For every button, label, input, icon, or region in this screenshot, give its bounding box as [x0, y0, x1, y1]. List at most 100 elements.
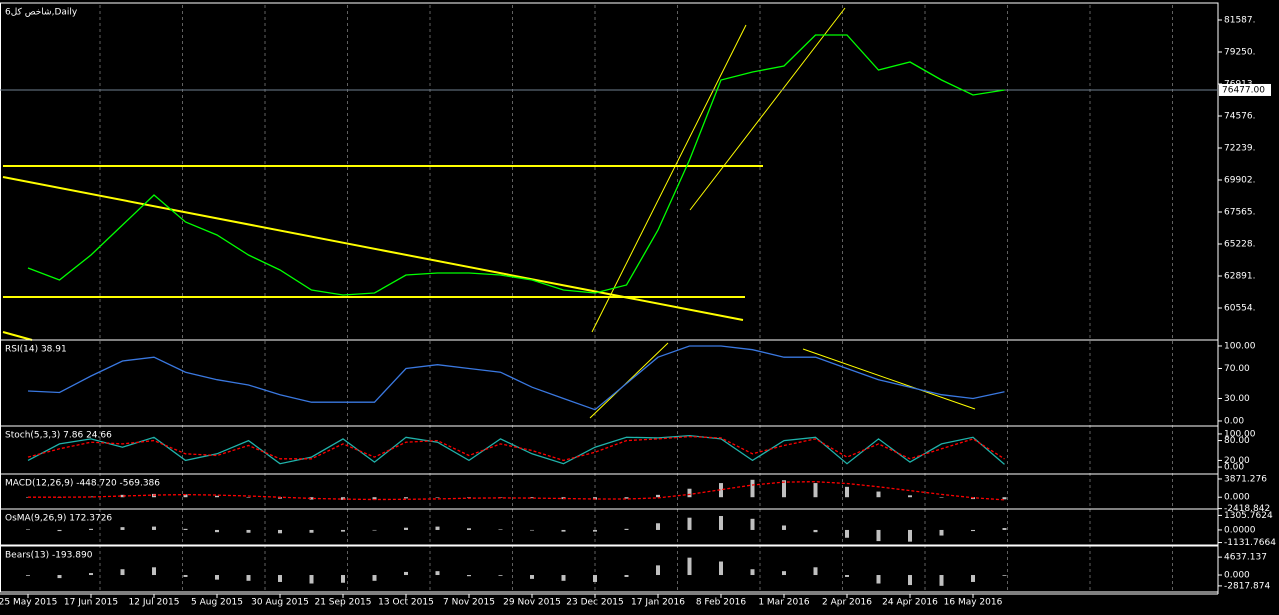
x-tick-label: 5 Aug 2015 [191, 598, 243, 608]
panel-frame [0, 508, 1219, 546]
histogram-bar [372, 497, 377, 500]
x-tick-label: 13 Oct 2015 [378, 598, 434, 608]
series-line [27, 434, 1005, 465]
trend-line [802, 348, 976, 410]
histogram-bar [971, 529, 975, 532]
x-tick-label: 17 Jun 2015 [64, 598, 118, 608]
histogram-bar [309, 529, 314, 533]
histogram-bar [120, 527, 125, 530]
histogram-bar [687, 517, 692, 530]
y-tick-label: -2817.874 [1224, 581, 1270, 591]
histogram-bar [656, 494, 660, 498]
y-tick-label: -1131.7664 [1224, 538, 1276, 548]
y-tick-label: 0.000 [1224, 571, 1250, 581]
histogram-bar [939, 497, 944, 498]
histogram-bar [467, 528, 471, 530]
panel-title: RSI(14) 38.91 [5, 345, 67, 355]
drawn-objects [589, 7, 976, 419]
y-tick-label: 100.00 [1224, 429, 1256, 439]
histogram-bar [719, 561, 723, 576]
histogram-bar [435, 526, 440, 530]
histogram-bar [687, 488, 692, 498]
histogram-bar [782, 571, 786, 576]
histogram-bar [1002, 497, 1007, 500]
x-tick-label: 30 Aug 2015 [251, 598, 309, 608]
x-tick-label: 23 Dec 2015 [566, 598, 624, 608]
histogram-bar [530, 497, 534, 499]
histogram-bar [467, 497, 471, 498]
y-tick-label: 60554. [1224, 304, 1256, 314]
histogram-bar [845, 486, 849, 498]
y-tick-label: 80.00 [1224, 436, 1250, 446]
histogram-bar [624, 575, 629, 577]
histogram-bar [278, 497, 282, 499]
histogram-bar [498, 529, 503, 530]
trend-line [2, 331, 33, 341]
y-tick-label: 20.00 [1224, 456, 1250, 466]
histogram-bar [561, 575, 566, 581]
y-tick-label: 70.00 [1224, 364, 1250, 374]
histogram-bar [813, 483, 818, 498]
histogram-bar [656, 565, 660, 576]
histogram-bar [971, 575, 975, 582]
histogram-bar [908, 529, 912, 542]
y-tick-label: 0.0000 [1224, 525, 1256, 535]
panel-title: شاخص کل6,Daily [5, 8, 78, 18]
y-tick-label: 81587. [1224, 16, 1256, 26]
histogram-bar [89, 528, 93, 530]
panel-frame [0, 545, 1219, 593]
y-tick-label: 0.000 [1224, 493, 1250, 503]
histogram-bar [719, 483, 723, 498]
panel-title: Bears(13) -193.890 [5, 551, 93, 561]
x-tick-label: 8 Feb 2016 [696, 598, 747, 608]
y-tick-label: -2418.842 [1224, 504, 1270, 514]
histogram-bar [26, 575, 30, 576]
x-tick-label: 29 Nov 2015 [503, 598, 561, 608]
histogram-bar [624, 528, 629, 530]
histogram-bar [876, 575, 881, 584]
histogram-bar [57, 575, 62, 579]
y-tick-label: 1305.7624 [1224, 511, 1273, 521]
histogram-bar [404, 527, 408, 530]
histogram-bar [278, 575, 282, 582]
histogram-bar [246, 575, 251, 581]
histogram-bar [278, 529, 282, 534]
y-tick-label: 0.00 [1224, 416, 1244, 426]
current-price-label: 76477.00 [1222, 85, 1265, 95]
histogram-bar [152, 526, 156, 530]
histogram-bar [939, 529, 944, 536]
y-tick-label: 0.00 [1224, 463, 1244, 473]
histogram-bar [89, 496, 93, 498]
y-tick-label: 67565. [1224, 208, 1256, 218]
histogram-bar [183, 528, 188, 530]
histogram-bar [876, 529, 881, 542]
histogram-bar [309, 497, 314, 500]
series-line [27, 345, 1005, 411]
histogram-bar [813, 567, 818, 576]
histogram-bar [813, 529, 818, 533]
y-tick-label: 30.00 [1224, 394, 1250, 404]
histogram-bar [120, 569, 125, 576]
histogram-bar [593, 529, 597, 532]
grid [99, 5, 1173, 592]
histogram-bar [656, 523, 660, 530]
trend-line [689, 7, 846, 211]
histogram-bar [246, 529, 251, 533]
histogram-bar [1002, 575, 1007, 576]
histogram-bar [183, 575, 188, 577]
histogram-bar [372, 529, 377, 531]
histogram-bar [530, 529, 534, 531]
y-tick-label: 72239. [1224, 144, 1256, 154]
histogram-bar [435, 571, 440, 576]
histogram-bar [782, 480, 786, 498]
histogram-bar [152, 567, 156, 576]
histogram-bar [183, 494, 188, 498]
y-tick-label: 100.00 [1224, 341, 1256, 351]
histogram-bar [309, 575, 314, 584]
histogram-bar [404, 497, 408, 499]
histogram-bar [719, 516, 723, 530]
x-tick-label: 25 May 2015 [0, 598, 57, 608]
trend-line [589, 342, 669, 419]
